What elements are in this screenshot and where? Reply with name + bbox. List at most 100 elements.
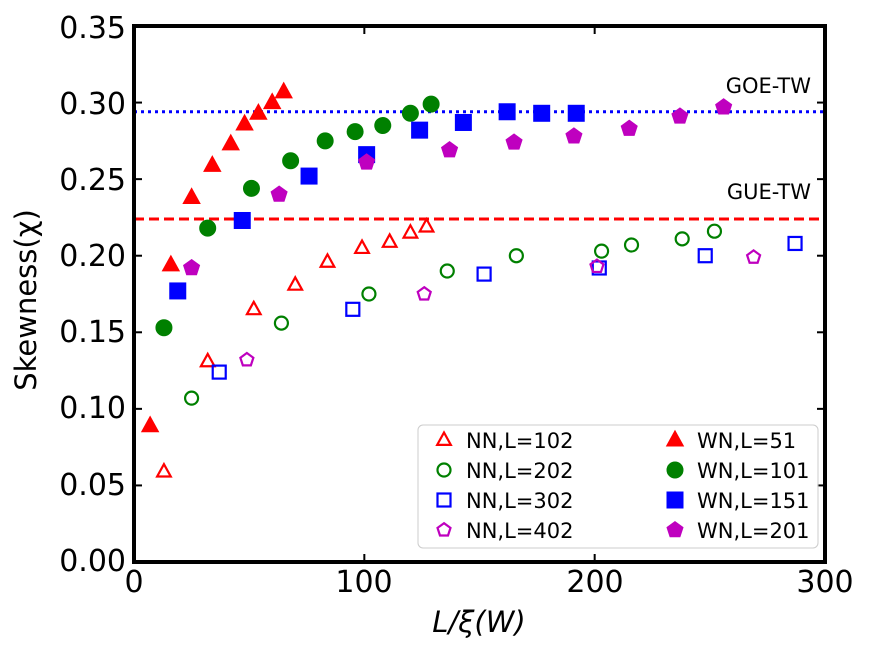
x-tick-label: 100: [335, 565, 392, 600]
data-point: [787, 235, 803, 252]
data-point: [262, 92, 282, 110]
data-point: [199, 351, 217, 368]
legend: NN,L=102 NN,L=202 NN,L=302 NN,L=402 WN,L…: [417, 424, 819, 549]
plot-frame: [132, 24, 827, 564]
legend-marker: [436, 492, 452, 508]
data-point: [440, 141, 459, 158]
data-point: [155, 461, 173, 478]
data-point: [318, 252, 337, 268]
data-point: [411, 121, 429, 139]
legend-marker: [665, 429, 685, 447]
reference-labels: GOE-TW GUE-TW: [726, 74, 812, 204]
legend-marker: [435, 430, 453, 446]
y-tick-label: 0.30: [59, 87, 126, 122]
x-axis-title: L/ξ(W): [432, 605, 525, 639]
data-point: [273, 315, 290, 331]
data-point: [401, 104, 419, 122]
data-point: [239, 351, 255, 367]
data-point: [620, 119, 638, 136]
data-point: [300, 167, 318, 185]
data-point: [358, 153, 376, 170]
data-point: [183, 390, 200, 406]
data-point: [565, 127, 583, 144]
data-point: [316, 132, 334, 150]
reference-lines: [134, 110, 825, 221]
y-tick-label: 0.10: [59, 391, 126, 426]
data-point: [346, 123, 364, 141]
legend-label: NN,L=202: [466, 459, 573, 483]
data-point: [242, 179, 260, 197]
data-point: [505, 133, 523, 150]
legend-marker: [436, 521, 452, 537]
data-point: [140, 415, 160, 433]
data-point: [221, 133, 240, 151]
data-point: [422, 95, 440, 113]
data-point: [245, 299, 263, 316]
data-point: [416, 285, 433, 301]
data-point: [249, 103, 268, 120]
data-point: [745, 249, 762, 264]
data-point: [199, 219, 217, 237]
data-points: [140, 81, 803, 478]
data-point: [623, 237, 640, 253]
data-point: [706, 223, 723, 239]
data-point: [211, 364, 227, 380]
y-tick-label: 0.20: [59, 239, 126, 274]
y-tick-label: 0.15: [59, 315, 126, 350]
legend-label: WN,L=51: [697, 429, 796, 453]
y-tick-label: 0.25: [59, 163, 126, 198]
x-tick-label: 300: [796, 565, 853, 600]
data-point: [182, 187, 201, 205]
data-point: [274, 81, 293, 99]
data-point: [169, 282, 187, 300]
y-tick-label: 0.00: [59, 544, 126, 579]
data-point: [417, 216, 436, 233]
y-tick-label: 0.05: [59, 468, 126, 503]
data-point: [697, 248, 713, 264]
y-tick-label: 0.35: [59, 11, 126, 46]
goe-tw-label: GOE-TW: [726, 74, 812, 98]
data-point: [593, 243, 610, 259]
data-point: [567, 104, 585, 122]
data-point: [476, 266, 492, 282]
data-point: [361, 286, 377, 302]
data-point: [161, 254, 181, 272]
data-point: [671, 107, 689, 124]
legend-marker: [666, 461, 684, 479]
legend-marker: [666, 520, 684, 538]
data-point: [715, 98, 733, 115]
data-point: [374, 117, 392, 135]
data-point: [533, 104, 551, 122]
data-point: [439, 263, 455, 279]
legend-marker: [436, 462, 452, 478]
legend-label: NN,L=102: [466, 429, 573, 453]
data-point: [235, 113, 254, 131]
data-point: [401, 222, 420, 239]
data-point: [498, 103, 516, 121]
y-axis-title: Skewness(χ): [9, 209, 43, 391]
x-tick-label: 200: [566, 565, 623, 600]
legend-label: NN,L=302: [466, 489, 573, 513]
legend-label: WN,L=101: [697, 459, 810, 483]
data-point: [282, 152, 300, 170]
data-point: [589, 258, 605, 274]
data-point: [380, 232, 399, 248]
data-point: [353, 238, 371, 255]
data-point: [674, 231, 690, 247]
legend-marker: [666, 491, 684, 509]
data-point: [233, 211, 251, 229]
data-point: [286, 275, 304, 291]
data-point: [345, 301, 361, 317]
legend-label: WN,L=151: [697, 489, 810, 513]
legend-label: NN,L=402: [466, 519, 573, 543]
data-point: [183, 258, 201, 276]
legend-label: WN,L=201: [697, 519, 810, 543]
tick-labels: 0 100 200 300 0.00 0.05 0.10 0.15 0.20 0…: [59, 11, 853, 600]
gue-tw-label: GUE-TW: [727, 180, 811, 204]
legend-frame: [417, 424, 819, 549]
data-point: [155, 319, 173, 337]
x-tick-label: 0: [124, 565, 143, 600]
data-point: [203, 155, 222, 172]
data-point: [508, 248, 524, 264]
